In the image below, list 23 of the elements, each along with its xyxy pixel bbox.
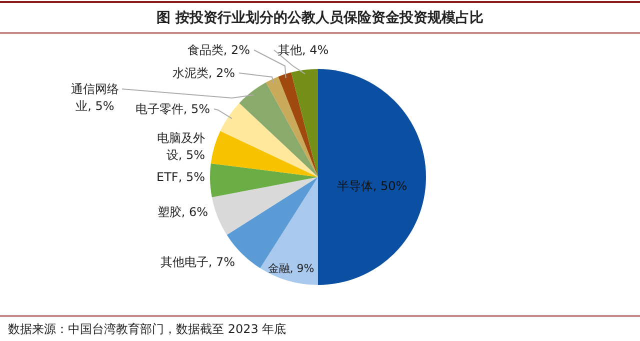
slice-label: 塑胶, 6% [157, 205, 208, 219]
slice-label: 半导体, 50% [336, 179, 408, 193]
source-note: 数据来源：中国台湾教育部门，数据截至 2023 年底 [8, 322, 286, 336]
slice-label: 电子零件, 5% [135, 102, 210, 116]
pie-slice [278, 72, 318, 177]
pie-slice [210, 163, 318, 198]
slice-label: 电脑及外设, 5% [157, 131, 205, 162]
pie-slice [266, 76, 318, 177]
pie-slice [291, 69, 318, 177]
chart-title: 图 按投资行业划分的公教人员保险资金投资规模占比 [156, 10, 484, 26]
pie-slice [212, 177, 318, 235]
slice-label: ETF, 5% [156, 170, 205, 184]
slice-label: 水泥类, 2% [172, 66, 235, 80]
pie-slice [220, 103, 318, 177]
slice-label: 金融, 9% [268, 262, 314, 275]
pie-slice [239, 82, 318, 177]
slice-label: 其他电子, 7% [160, 255, 235, 269]
slice-label: 通信网络业, 5% [71, 82, 119, 113]
pie-slice [210, 131, 318, 177]
pie-slice [260, 177, 318, 285]
pie-slice [318, 69, 426, 285]
slice-label: 食品类, 2% [187, 43, 250, 57]
slice-label: 其他, 4% [278, 43, 329, 57]
